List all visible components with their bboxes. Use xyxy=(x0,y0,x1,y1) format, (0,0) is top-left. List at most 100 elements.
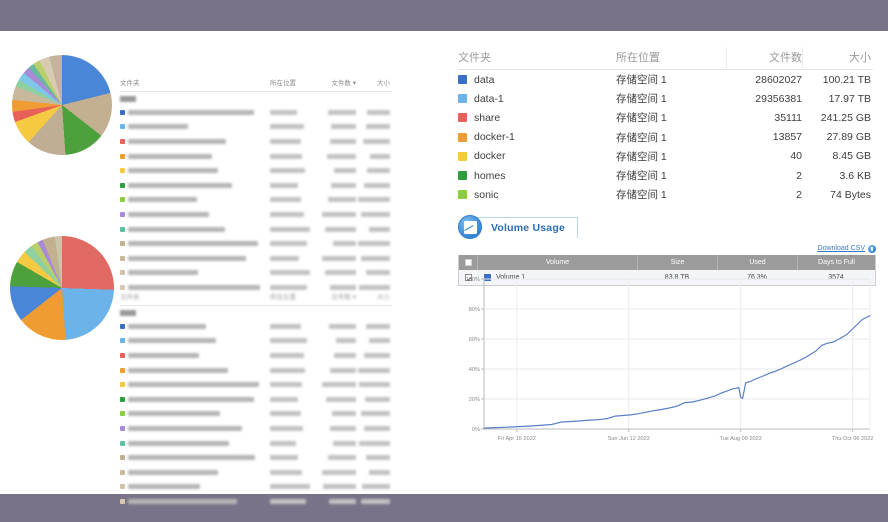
color-swatch-icon xyxy=(458,190,467,200)
blurred-name xyxy=(128,382,270,388)
blurred-header-location-2: 所在位置 xyxy=(270,294,296,301)
blurred-name xyxy=(128,153,270,159)
blurred-folder-table-bottom: 文件夹 所在位置 文件数 ▾ 大小 xyxy=(120,289,392,509)
download-csv-link[interactable]: Download CSV xyxy=(817,245,865,252)
blurred-location xyxy=(270,241,318,247)
blurred-count xyxy=(318,440,356,446)
tab-volume-usage[interactable]: Volume Usage xyxy=(476,216,578,238)
blurred-header-location: 所在位置 xyxy=(270,80,296,87)
blurred-location xyxy=(270,255,318,261)
volume-column-header-used[interactable]: Used xyxy=(717,255,797,270)
blurred-size xyxy=(356,284,392,290)
blurred-name xyxy=(128,138,270,144)
blurred-count xyxy=(318,197,356,203)
blurred-header-size-2: 大小 xyxy=(377,294,390,301)
color-swatch-icon xyxy=(458,94,467,104)
blurred-size xyxy=(356,323,392,329)
color-swatch-icon xyxy=(120,226,125,232)
blurred-location xyxy=(270,226,318,232)
color-swatch-icon xyxy=(120,168,125,174)
blurred-count xyxy=(318,396,356,402)
folder-size-pie-chart-bottom xyxy=(10,236,114,340)
folder-name-text: docker xyxy=(474,150,506,163)
folder-size-cell: 8.45 GB xyxy=(832,150,871,163)
table-row[interactable]: share 存储空间 1 35111 241.25 GB xyxy=(458,108,873,127)
header-divider-2 xyxy=(802,47,803,68)
blurred-header-file-count: 文件数 ▾ xyxy=(331,80,356,87)
blurred-location xyxy=(270,270,318,276)
color-swatch-icon xyxy=(120,484,125,490)
blurred-size xyxy=(356,124,392,130)
color-swatch-icon xyxy=(458,151,467,161)
blurred-size xyxy=(356,241,392,247)
blurred-count xyxy=(318,484,356,490)
blurred-list-item xyxy=(120,222,392,237)
folder-name-cell: share xyxy=(458,112,616,124)
folder-location-cell: 存储空间 1 xyxy=(616,150,667,163)
blurred-list-item xyxy=(120,480,392,495)
column-header-file-count[interactable]: 文件数 xyxy=(769,52,802,64)
column-header-folder[interactable]: 文件夹 xyxy=(458,52,491,64)
blurred-group-label xyxy=(120,96,136,102)
blurred-count xyxy=(318,153,356,159)
color-swatch-icon xyxy=(120,109,125,115)
blurred-size xyxy=(356,255,392,261)
blurred-list-item xyxy=(120,178,392,193)
table-row[interactable]: sonic 存储空间 1 2 74 Bytes xyxy=(458,185,873,204)
column-header-location[interactable]: 所在位置 xyxy=(616,52,660,64)
blurred-name xyxy=(128,440,270,446)
y-axis-tick-label: 20% xyxy=(469,397,480,403)
table-row[interactable]: docker 存储空间 1 40 8.45 GB xyxy=(458,147,873,166)
blurred-count xyxy=(318,270,356,276)
volume-days-to-full-cell: 3574 xyxy=(828,274,844,281)
folder-size-cell: 74 Bytes xyxy=(830,188,871,201)
folder-location-cell: 存储空间 1 xyxy=(616,93,667,106)
blurred-count xyxy=(318,182,356,188)
blurred-table-header: 文件夹 所在位置 文件数 ▾ 大小 xyxy=(120,75,392,92)
blurred-location xyxy=(270,138,318,144)
volume-column-header-size[interactable]: Size xyxy=(637,255,717,270)
folder-file-count-cell: 29356381 xyxy=(755,92,802,105)
blurred-count xyxy=(318,338,356,344)
blurred-folder-table-top: 文件夹 所在位置 文件数 ▾ 大小 xyxy=(120,75,392,295)
select-all-checkbox[interactable] xyxy=(459,255,477,270)
blurred-location xyxy=(270,367,318,373)
blurred-size xyxy=(356,396,392,402)
blurred-location xyxy=(270,455,318,461)
row-checkbox[interactable] xyxy=(459,270,477,285)
blurred-count xyxy=(318,382,356,388)
blurred-name xyxy=(128,124,270,130)
color-swatch-icon xyxy=(120,323,125,329)
blurred-size xyxy=(356,226,392,232)
blurred-size xyxy=(356,367,392,373)
blurred-size xyxy=(356,338,392,344)
blurred-header-folder-2: 文件夹 xyxy=(120,294,140,301)
table-row[interactable]: Volume 1 83.8 TB 76.3% 3574 xyxy=(459,270,875,285)
blurred-location xyxy=(270,124,318,130)
chart-circle-icon xyxy=(458,215,482,239)
blurred-name xyxy=(128,182,270,188)
blurred-size xyxy=(356,352,392,358)
blurred-location xyxy=(270,109,318,115)
volume-column-header-days-to-full[interactable]: Days to Full xyxy=(797,255,875,270)
folder-file-count-cell: 2 xyxy=(796,188,802,201)
table-row[interactable]: homes 存储空间 1 2 3.6 KB xyxy=(458,166,873,185)
table-row[interactable]: data 存储空间 1 28602027 100.21 TB xyxy=(458,70,873,89)
blurred-size xyxy=(356,109,392,115)
blurred-name xyxy=(128,284,270,290)
blurred-location xyxy=(270,440,318,446)
folder-location-cell: 存储空间 1 xyxy=(616,189,667,202)
table-row[interactable]: data-1 存储空间 1 29356381 17.97 TB xyxy=(458,89,873,108)
blurred-list-item xyxy=(120,392,392,407)
blurred-list-item xyxy=(120,421,392,436)
y-axis-tick-label: 60% xyxy=(469,337,480,343)
table-row[interactable]: docker-1 存储空间 1 13857 27.89 GB xyxy=(458,128,873,147)
volume-usage-card: Volume Usage Download CSV Volume Size Us… xyxy=(458,214,876,286)
color-swatch-icon xyxy=(120,425,125,431)
header-divider-1 xyxy=(726,47,727,68)
column-header-size[interactable]: 大小 xyxy=(849,52,871,64)
volume-column-header-volume[interactable]: Volume xyxy=(477,255,637,270)
download-icon[interactable] xyxy=(868,244,876,253)
folder-name-text: data xyxy=(474,73,495,86)
chart-glyph xyxy=(463,220,477,234)
